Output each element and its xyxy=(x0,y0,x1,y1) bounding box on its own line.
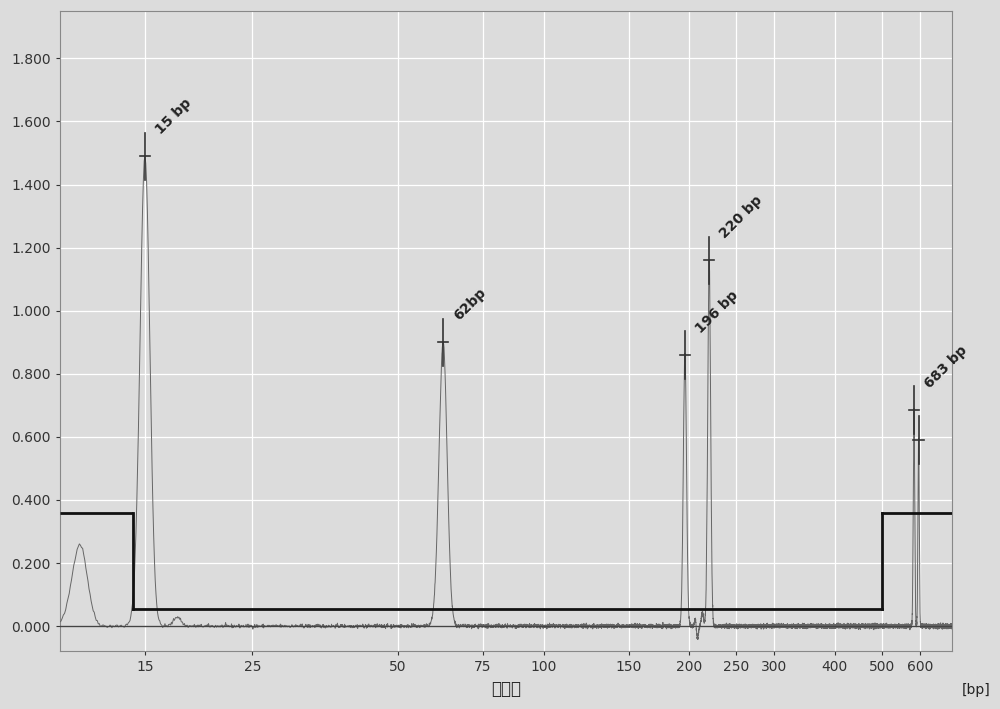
Text: [bp]: [bp] xyxy=(961,683,990,697)
Text: 15 bp: 15 bp xyxy=(153,96,194,138)
Text: 683 bp: 683 bp xyxy=(922,343,970,391)
Text: 62bp: 62bp xyxy=(451,286,489,323)
X-axis label: 峰大小: 峰大小 xyxy=(491,680,521,698)
Text: 196 bp: 196 bp xyxy=(693,288,741,336)
Text: 220 bp: 220 bp xyxy=(717,194,765,241)
